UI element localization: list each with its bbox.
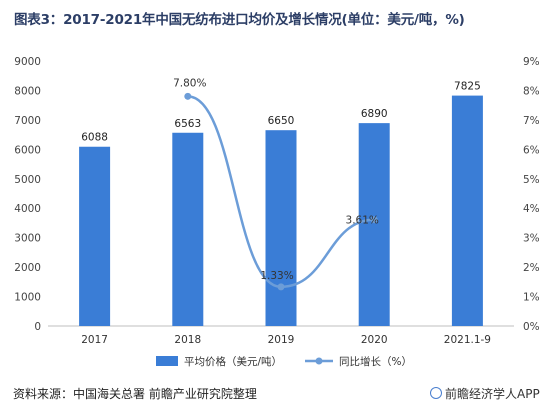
right-axis-tick-label: 2%	[523, 262, 540, 274]
legend-swatch-bar	[156, 356, 178, 366]
source-note: 资料来源：中国海关总署 前瞻产业研究院整理	[13, 387, 257, 401]
legend-label: 同比增长（%）	[339, 355, 412, 368]
right-axis-tick-label: 4%	[523, 203, 540, 215]
growth-point	[277, 283, 285, 291]
left-axis-tick-label: 3000	[14, 233, 41, 245]
bar-value-label: 6088	[81, 132, 108, 144]
left-axis-tick-label: 6000	[14, 144, 41, 156]
right-axis-tick-label: 9%	[523, 56, 540, 68]
bar-value-label: 6563	[174, 118, 201, 130]
right-axis-tick-label: 5%	[523, 174, 540, 186]
left-axis-tick-label: 7000	[14, 115, 41, 127]
legend-swatch-marker	[315, 357, 323, 365]
x-axis-tick-label: 2020	[361, 334, 388, 346]
left-axis-tick-label: 2000	[14, 262, 41, 274]
growth-line	[187, 95, 375, 289]
right-axis-tick-label: 8%	[523, 85, 540, 97]
x-axis-tick-label: 2018	[174, 334, 201, 346]
bar-value-label: 6890	[361, 108, 388, 120]
brand-name: 前瞻经济学人APP	[445, 387, 540, 401]
left-axis-tick-label: 8000	[14, 85, 41, 97]
left-axis-tick-label: 1000	[14, 292, 41, 304]
bar	[79, 146, 111, 326]
bar	[172, 132, 204, 326]
bar-value-label: 6650	[268, 115, 295, 127]
x-axis-tick-label: 2019	[268, 334, 295, 346]
x-axis-tick-label: 2021.1-9	[444, 334, 491, 346]
right-axis-tick-label: 3%	[523, 233, 540, 245]
left-axis-tick-label: 5000	[14, 174, 41, 186]
bar	[451, 95, 483, 326]
left-axis-tick-label: 9000	[14, 56, 41, 68]
bar-value-label: 7825	[454, 81, 481, 93]
right-axis-tick-label: 0%	[523, 321, 540, 333]
left-axis-tick-label: 0	[34, 321, 41, 333]
growth-point	[184, 92, 192, 100]
right-axis-tick-label: 6%	[523, 144, 540, 156]
growth-value-label: 1.33%	[260, 270, 293, 282]
legend-label: 平均价格（美元/吨）	[184, 355, 282, 368]
bar	[358, 123, 390, 326]
brand-credit: 前瞻经济学人APP	[430, 385, 540, 402]
growth-point	[370, 216, 378, 224]
growth-value-label: 3.61%	[346, 215, 379, 227]
x-axis-tick-label: 2017	[81, 334, 108, 346]
chart-title: 图表3：2017-2021年中国无纺布进口均价及增长情况(单位：美元/吨，%)	[14, 12, 465, 28]
growth-value-label: 7.80%	[173, 77, 206, 89]
brand-logo-icon	[430, 387, 442, 399]
left-axis-tick-label: 4000	[14, 203, 41, 215]
bar	[265, 130, 297, 326]
right-axis-tick-label: 7%	[523, 115, 540, 127]
right-axis-tick-label: 1%	[523, 292, 540, 304]
